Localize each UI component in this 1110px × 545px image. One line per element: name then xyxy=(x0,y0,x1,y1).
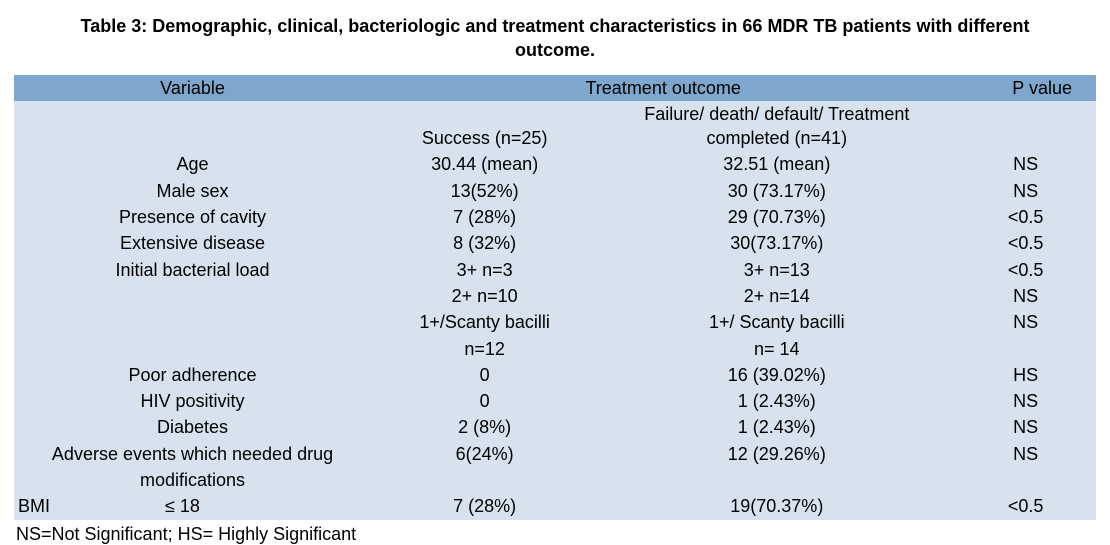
cell-success: 1+/Scanty bacilli xyxy=(371,309,598,335)
subheader-failure: Failure/ death/ default/ Treatment compl… xyxy=(598,101,955,152)
table-row: Age 30.44 (mean) 32.51 (mean) NS xyxy=(14,151,1096,177)
table-header-row: Variable Treatment outcome P value xyxy=(14,75,1096,101)
table-row: BMI ≤ 18 7 (28%) 19(70.37%) <0.5 xyxy=(14,493,1096,519)
cell-success: 3+ n=3 xyxy=(371,257,598,283)
cell-variable: Male sex xyxy=(14,178,371,204)
cell-failure: 1+/ Scanty bacilli xyxy=(598,309,955,335)
cell-pvalue: NS xyxy=(955,283,1096,309)
subheader-success: Success (n=25) xyxy=(371,101,598,152)
cell-failure: 30(73.17%) xyxy=(598,230,955,256)
cell-success xyxy=(371,467,598,493)
cell-success: n=12 xyxy=(371,336,598,362)
cell-failure: 1 (2.43%) xyxy=(598,414,955,440)
table-row: Adverse events which needed drug 6(24%) … xyxy=(14,441,1096,467)
subheader-failure-l1: Failure/ death/ default/ Treatment xyxy=(644,104,909,124)
cell-success: 13(52%) xyxy=(371,178,598,204)
cell-variable: HIV positivity xyxy=(14,388,371,414)
cell-success: 7 (28%) xyxy=(371,493,598,519)
cell-pvalue: <0.5 xyxy=(955,257,1096,283)
cell-failure: 19(70.37%) xyxy=(598,493,955,519)
data-table: Variable Treatment outcome P value Succe… xyxy=(14,75,1096,520)
cell-success: 2 (8%) xyxy=(371,414,598,440)
table-row: Diabetes 2 (8%) 1 (2.43%) NS xyxy=(14,414,1096,440)
cell-failure: 2+ n=14 xyxy=(598,283,955,309)
cell-pvalue: NS xyxy=(955,388,1096,414)
col-header-variable: Variable xyxy=(14,75,371,101)
cell-pvalue: <0.5 xyxy=(955,493,1096,519)
cell-variable: modifications xyxy=(14,467,371,493)
cell-failure: 16 (39.02%) xyxy=(598,362,955,388)
subheader-blank xyxy=(14,101,371,152)
cell-failure: 3+ n=13 xyxy=(598,257,955,283)
table-caption: Table 3: Demographic, clinical, bacterio… xyxy=(50,14,1060,63)
cell-success: 7 (28%) xyxy=(371,204,598,230)
table-row: modifications xyxy=(14,467,1096,493)
cell-variable: Extensive disease xyxy=(14,230,371,256)
table-row: 1+/Scanty bacilli 1+/ Scanty bacilli NS xyxy=(14,309,1096,335)
cell-success: 30.44 (mean) xyxy=(371,151,598,177)
cell-failure: 30 (73.17%) xyxy=(598,178,955,204)
cell-pvalue xyxy=(955,467,1096,493)
cell-pvalue: NS xyxy=(955,414,1096,440)
cell-variable: Presence of cavity xyxy=(14,204,371,230)
cell-failure: n= 14 xyxy=(598,336,955,362)
caption-line-2: outcome. xyxy=(515,40,595,60)
col-header-pvalue: P value xyxy=(955,75,1096,101)
col-header-outcome: Treatment outcome xyxy=(371,75,955,101)
cell-variable: BMI ≤ 18 xyxy=(14,493,371,519)
cell-pvalue xyxy=(955,336,1096,362)
cell-failure xyxy=(598,467,955,493)
cell-pvalue: NS xyxy=(955,309,1096,335)
table-row: n=12 n= 14 xyxy=(14,336,1096,362)
cell-success: 0 xyxy=(371,388,598,414)
cell-pvalue: <0.5 xyxy=(955,230,1096,256)
cell-pvalue: NS xyxy=(955,441,1096,467)
cell-success: 8 (32%) xyxy=(371,230,598,256)
table-row: Poor adherence 0 16 (39.02%) HS xyxy=(14,362,1096,388)
cell-failure: 32.51 (mean) xyxy=(598,151,955,177)
cell-failure: 12 (29.26%) xyxy=(598,441,955,467)
cell-variable: Initial bacterial load xyxy=(14,257,371,283)
table-row: Presence of cavity 7 (28%) 29 (70.73%) <… xyxy=(14,204,1096,230)
cell-failure: 29 (70.73%) xyxy=(598,204,955,230)
cell-pvalue: <0.5 xyxy=(955,204,1096,230)
table-footnote: NS=Not Significant; HS= Highly Significa… xyxy=(14,520,1096,545)
cell-variable: Diabetes xyxy=(14,414,371,440)
table-subheader-row: Success (n=25) Failure/ death/ default/ … xyxy=(14,101,1096,152)
cell-success: 0 xyxy=(371,362,598,388)
table-row: Male sex 13(52%) 30 (73.17%) NS xyxy=(14,178,1096,204)
cell-variable: Adverse events which needed drug xyxy=(14,441,371,467)
table-row: HIV positivity 0 1 (2.43%) NS xyxy=(14,388,1096,414)
cell-pvalue: HS xyxy=(955,362,1096,388)
table-row: Extensive disease 8 (32%) 30(73.17%) <0.… xyxy=(14,230,1096,256)
table-row: 2+ n=10 2+ n=14 NS xyxy=(14,283,1096,309)
cell-pvalue: NS xyxy=(955,178,1096,204)
caption-line-1: Table 3: Demographic, clinical, bacterio… xyxy=(81,16,1030,36)
cell-variable xyxy=(14,309,371,335)
table-row: Initial bacterial load 3+ n=3 3+ n=13 <0… xyxy=(14,257,1096,283)
cell-variable xyxy=(14,283,371,309)
cell-variable xyxy=(14,336,371,362)
cell-success: 2+ n=10 xyxy=(371,283,598,309)
cell-success: 6(24%) xyxy=(371,441,598,467)
subheader-blank-p xyxy=(955,101,1096,152)
cell-variable: Age xyxy=(14,151,371,177)
cell-failure: 1 (2.43%) xyxy=(598,388,955,414)
subheader-failure-l2: completed (n=41) xyxy=(706,128,847,148)
cell-variable: Poor adherence xyxy=(14,362,371,388)
cell-pvalue: NS xyxy=(955,151,1096,177)
